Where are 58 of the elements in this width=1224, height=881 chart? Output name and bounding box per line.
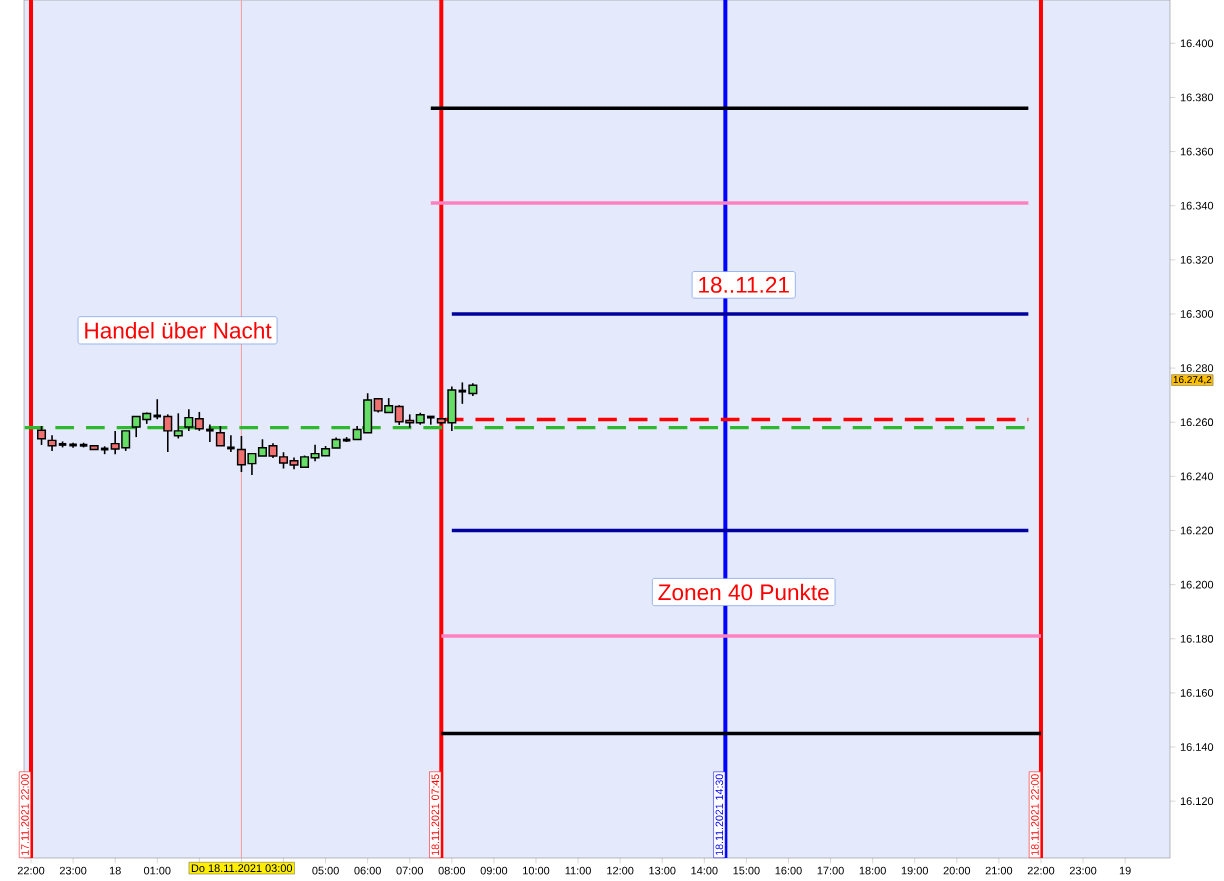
y-tick-label: 16.280 <box>1180 364 1214 372</box>
candlestick <box>425 415 437 426</box>
candlestick <box>163 413 173 453</box>
candlestick <box>225 434 237 453</box>
x-tick-label: 09:00 <box>480 866 508 875</box>
y-tick-label: 16.400 <box>1180 39 1214 48</box>
text: 16.274,2 <box>1173 375 1212 385</box>
y-tick-label: 16.220 <box>1180 526 1214 535</box>
x-tick-label: 19 <box>1119 866 1131 875</box>
y-tick-label: 16.260 <box>1180 418 1214 427</box>
y-tick-label: 16.180 <box>1180 634 1214 643</box>
annotation: 18..11.21 <box>699 276 789 293</box>
y-tick-label: 16.200 <box>1180 580 1214 589</box>
y-tick-label: 16.140 <box>1180 743 1214 751</box>
y-tick-label: 16.340 <box>1180 201 1214 210</box>
ref-line-label: 18.11.2021 22:00 <box>1031 774 1039 855</box>
y-tick-label: 16.360 <box>1180 147 1214 156</box>
y-tick-label: 16.300 <box>1180 310 1214 318</box>
x-tick-label: 23:00 <box>59 866 87 875</box>
y-tick-label: 16.240 <box>1180 472 1214 481</box>
candlestick <box>37 425 47 446</box>
x-tick-label: 21:00 <box>985 866 1013 875</box>
x-tick-label: 20:00 <box>943 866 971 875</box>
x-tick-label: 18 <box>109 866 121 875</box>
ref-line-label: 17.11.2021 22:00 <box>21 774 29 855</box>
candlestick <box>184 408 194 432</box>
candlestick <box>215 425 225 447</box>
x-tick-label: 06:00 <box>354 866 381 875</box>
x-tick-label: 08:00 <box>438 866 466 875</box>
x-tick-label: 10:00 <box>523 866 550 875</box>
x-tick-label: 19:00 <box>901 866 928 875</box>
y-tick-label: 16.160 <box>1180 689 1214 697</box>
candlestick <box>457 381 468 405</box>
x-tick-label: 18:00 <box>859 866 886 875</box>
annotation: Zonen 40 Punkte <box>658 583 829 601</box>
x-tick-label: 12:00 <box>607 866 634 875</box>
x-tick-label: 17:00 <box>817 866 844 875</box>
x-tick-label: 07:00 <box>396 866 424 875</box>
ref-line-label: 18.11.2021 07:45 <box>431 774 440 855</box>
x-tick-label: 01:00 <box>143 866 171 875</box>
x-tick-label: 05:00 <box>312 866 339 875</box>
y-tick-label: 16.320 <box>1180 255 1214 264</box>
x-tick-label: 15:00 <box>733 866 760 875</box>
x-tick-label: 14:00 <box>691 866 718 875</box>
annotation: Handel über Nacht <box>85 322 272 339</box>
candlestick <box>194 411 204 432</box>
ref-line-label: 18.11.2021 14:30 <box>715 774 724 855</box>
y-tick-label: 16.120 <box>1180 797 1214 806</box>
x-tick-label: 13:00 <box>649 866 676 875</box>
x-tick-label: 23:00 <box>1069 866 1097 875</box>
y-tick-label: 16.380 <box>1180 93 1214 102</box>
text: Do 18.11.2021 03:00 <box>191 864 293 873</box>
x-tick-label: 22:00 <box>1027 866 1055 875</box>
candlestick <box>173 412 183 440</box>
x-tick-label: 16:00 <box>775 866 802 875</box>
x-tick-label: 11:00 <box>565 866 591 875</box>
x-tick-label: 22:00 <box>17 866 45 875</box>
candlestick <box>204 423 216 443</box>
